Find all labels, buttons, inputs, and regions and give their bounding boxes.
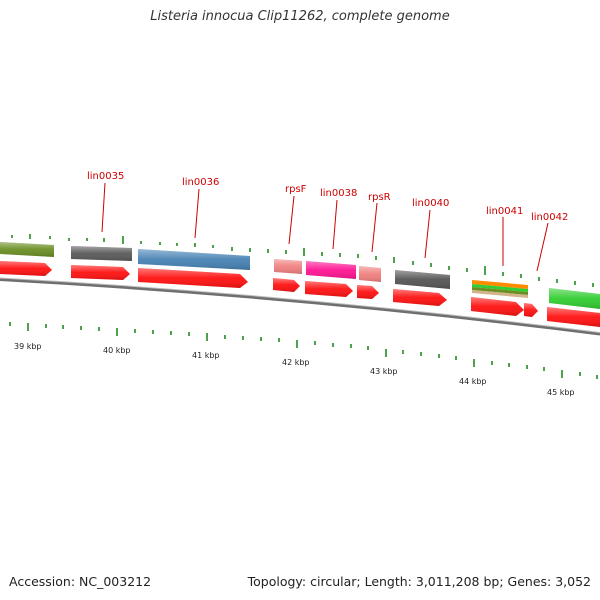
- kbp-label-42: 42 kbp: [282, 358, 310, 367]
- genome-summary-text: Topology: circular; Length: 3,011,208 bp…: [247, 574, 591, 589]
- gene-label-rpsF: rpsF: [285, 184, 307, 195]
- scale-ticks: [9, 322, 598, 379]
- upper-ticks: [11, 234, 594, 287]
- gene-label-lin0036: lin0036: [182, 177, 219, 188]
- kbp-label-43: 43 kbp: [370, 367, 398, 376]
- label-leaders: [101, 182, 549, 272]
- gene-block-lin0041[interactable]: [472, 280, 528, 298]
- kbp-label-39: 39 kbp: [14, 342, 42, 351]
- gene-label-lin0040: lin0040: [412, 198, 449, 209]
- gene-label-lin0041: lin0041: [486, 206, 523, 217]
- kbp-label-45: 45 kbp: [547, 388, 575, 397]
- gene-label-lin0042: lin0042: [531, 212, 568, 223]
- gene-label-lin0038: lin0038: [320, 188, 357, 199]
- gene-blocks: [0, 242, 600, 309]
- kbp-label-44: 44 kbp: [459, 377, 487, 386]
- map-title: Listeria innocua Clip11262, complete gen…: [150, 9, 450, 24]
- kbp-label-41: 41 kbp: [192, 351, 220, 360]
- kbp-label-40: 40 kbp: [103, 346, 131, 355]
- accession-text: Accession: NC_003212: [9, 574, 152, 589]
- gene-label-lin0035: lin0035: [87, 171, 124, 182]
- cds-arrows: [0, 261, 600, 327]
- gene-label-rpsR: rpsR: [368, 192, 391, 203]
- genome-backbone-highlight: [0, 277, 600, 333]
- genome-backbone: [0, 278, 600, 336]
